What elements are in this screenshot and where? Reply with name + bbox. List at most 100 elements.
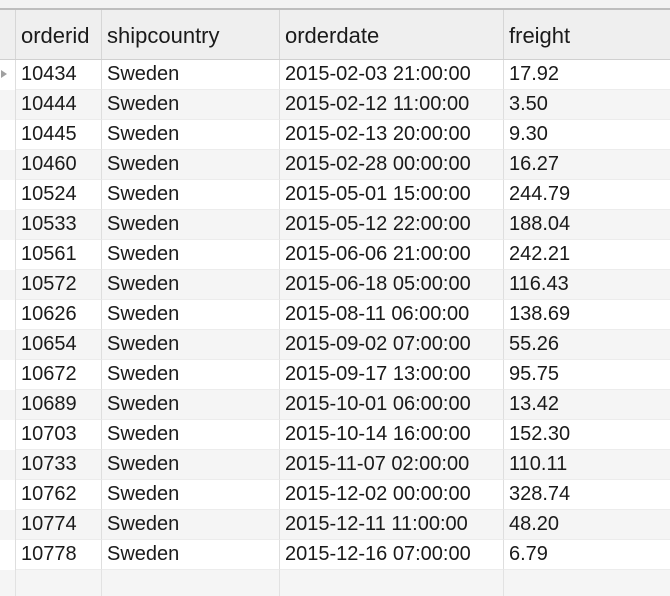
cell-shipcountry[interactable]: Sweden [102,480,280,510]
table-row[interactable]: 10778 Sweden 2015-12-16 07:00:00 6.79 [0,540,670,570]
cell-freight[interactable]: 138.69 [504,300,670,330]
table-row[interactable]: 10774 Sweden 2015-12-11 11:00:00 48.20 [0,510,670,540]
cell-freight[interactable]: 13.42 [504,390,670,420]
cell-orderid[interactable]: 10626 [16,300,102,330]
cell-orderdate[interactable]: 2015-02-13 20:00:00 [280,120,504,150]
cell-orderdate[interactable]: 2015-05-01 15:00:00 [280,180,504,210]
cell-orderid[interactable]: 10460 [16,150,102,180]
cell-shipcountry[interactable]: Sweden [102,540,280,570]
cell-shipcountry[interactable]: Sweden [102,330,280,360]
cell-orderid[interactable]: 10778 [16,540,102,570]
cell-orderdate[interactable]: 2015-05-12 22:00:00 [280,210,504,240]
cell-orderdate[interactable]: 2015-02-28 00:00:00 [280,150,504,180]
cell-orderid[interactable]: 10445 [16,120,102,150]
column-header-orderid[interactable]: orderid [16,10,102,59]
row-gutter[interactable] [0,300,16,330]
cell-orderdate[interactable]: 2015-10-14 16:00:00 [280,420,504,450]
row-gutter[interactable] [0,180,16,210]
cell-freight[interactable]: 3.50 [504,90,670,120]
cell-shipcountry[interactable]: Sweden [102,240,280,270]
cell-shipcountry[interactable]: Sweden [102,360,280,390]
cell-orderdate[interactable]: 2015-02-12 11:00:00 [280,90,504,120]
row-gutter[interactable] [0,420,16,450]
cell-freight[interactable]: 152.30 [504,420,670,450]
cell-orderid[interactable]: 10733 [16,450,102,480]
table-row[interactable]: 10762 Sweden 2015-12-02 00:00:00 328.74 [0,480,670,510]
cell-orderid[interactable]: 10774 [16,510,102,540]
cell-freight[interactable]: 110.11 [504,450,670,480]
cell-freight[interactable]: 242.21 [504,240,670,270]
cell-shipcountry[interactable]: Sweden [102,300,280,330]
cell-orderid[interactable]: 10672 [16,360,102,390]
table-row[interactable]: 10445 Sweden 2015-02-13 20:00:00 9.30 [0,120,670,150]
cell-orderdate[interactable]: 2015-10-01 06:00:00 [280,390,504,420]
cell-freight[interactable]: 188.04 [504,210,670,240]
cell-shipcountry[interactable]: Sweden [102,420,280,450]
cell-freight[interactable]: 116.43 [504,270,670,300]
cell-freight[interactable]: 16.27 [504,150,670,180]
row-gutter[interactable] [0,120,16,150]
cell-orderid[interactable]: 10444 [16,90,102,120]
cell-orderid[interactable]: 10561 [16,240,102,270]
cell-orderid[interactable]: 10434 [16,60,102,90]
row-gutter[interactable] [0,270,16,300]
cell-orderid[interactable]: 10762 [16,480,102,510]
cell-orderdate[interactable]: 2015-12-16 07:00:00 [280,540,504,570]
cell-orderid[interactable]: 10533 [16,210,102,240]
row-gutter[interactable] [0,450,16,480]
cell-shipcountry[interactable]: Sweden [102,510,280,540]
cell-orderid[interactable]: 10524 [16,180,102,210]
table-row[interactable]: 10460 Sweden 2015-02-28 00:00:00 16.27 [0,150,670,180]
cell-freight[interactable]: 55.26 [504,330,670,360]
cell-orderdate[interactable]: 2015-06-06 21:00:00 [280,240,504,270]
row-gutter[interactable] [0,480,16,510]
cell-freight[interactable]: 48.20 [504,510,670,540]
row-gutter[interactable] [0,90,16,120]
cell-freight[interactable]: 9.30 [504,120,670,150]
cell-orderdate[interactable]: 2015-09-17 13:00:00 [280,360,504,390]
cell-shipcountry[interactable]: Sweden [102,270,280,300]
table-row[interactable]: 10689 Sweden 2015-10-01 06:00:00 13.42 [0,390,670,420]
table-row[interactable]: 10561 Sweden 2015-06-06 21:00:00 242.21 [0,240,670,270]
cell-freight[interactable]: 95.75 [504,360,670,390]
column-header-orderdate[interactable]: orderdate [280,10,504,59]
cell-freight[interactable]: 17.92 [504,60,670,90]
row-gutter[interactable] [0,150,16,180]
cell-orderdate[interactable]: 2015-02-03 21:00:00 [280,60,504,90]
cell-shipcountry[interactable]: Sweden [102,150,280,180]
table-row[interactable]: 10524 Sweden 2015-05-01 15:00:00 244.79 [0,180,670,210]
cell-orderdate[interactable]: 2015-11-07 02:00:00 [280,450,504,480]
cell-orderdate[interactable]: 2015-09-02 07:00:00 [280,330,504,360]
row-gutter[interactable] [0,540,16,570]
cell-shipcountry[interactable]: Sweden [102,180,280,210]
cell-orderdate[interactable]: 2015-06-18 05:00:00 [280,270,504,300]
row-gutter[interactable] [0,240,16,270]
cell-freight[interactable]: 6.79 [504,540,670,570]
row-gutter[interactable] [0,360,16,390]
cell-freight[interactable]: 328.74 [504,480,670,510]
cell-shipcountry[interactable]: Sweden [102,450,280,480]
row-gutter[interactable] [0,210,16,240]
table-row[interactable]: 10733 Sweden 2015-11-07 02:00:00 110.11 [0,450,670,480]
cell-orderdate[interactable]: 2015-08-11 06:00:00 [280,300,504,330]
table-row[interactable]: 10444 Sweden 2015-02-12 11:00:00 3.50 [0,90,670,120]
cell-orderid[interactable]: 10703 [16,420,102,450]
table-row[interactable]: 10703 Sweden 2015-10-14 16:00:00 152.30 [0,420,670,450]
column-header-shipcountry[interactable]: shipcountry [102,10,280,59]
table-row[interactable]: 10672 Sweden 2015-09-17 13:00:00 95.75 [0,360,670,390]
cell-shipcountry[interactable]: Sweden [102,90,280,120]
cell-shipcountry[interactable]: Sweden [102,120,280,150]
column-header-freight[interactable]: freight [509,23,571,48]
cell-orderid[interactable]: 10572 [16,270,102,300]
table-row[interactable]: 10626 Sweden 2015-08-11 06:00:00 138.69 [0,300,670,330]
table-row[interactable]: 10533 Sweden 2015-05-12 22:00:00 188.04 [0,210,670,240]
cell-freight[interactable]: 244.79 [504,180,670,210]
cell-orderid[interactable]: 10689 [16,390,102,420]
cell-shipcountry[interactable]: Sweden [102,210,280,240]
cell-orderid[interactable]: 10654 [16,330,102,360]
row-gutter[interactable] [0,510,16,540]
cell-shipcountry[interactable]: Sweden [102,390,280,420]
cell-shipcountry[interactable]: Sweden [102,60,280,90]
table-row[interactable]: 10654 Sweden 2015-09-02 07:00:00 55.26 [0,330,670,360]
